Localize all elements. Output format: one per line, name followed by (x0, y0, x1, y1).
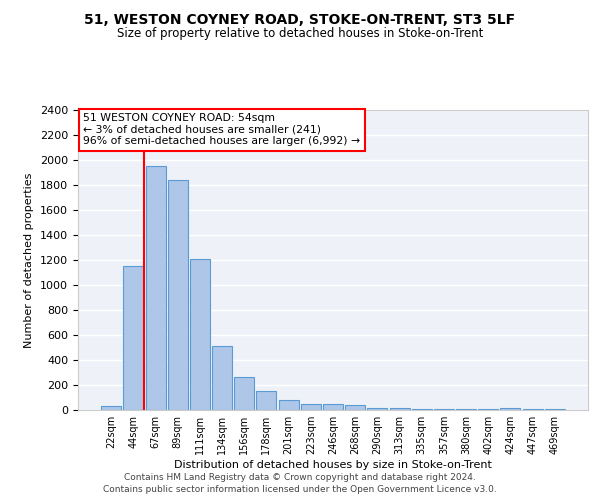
Text: 51, WESTON COYNEY ROAD, STOKE-ON-TRENT, ST3 5LF: 51, WESTON COYNEY ROAD, STOKE-ON-TRENT, … (85, 12, 515, 26)
Bar (389, 408, 410, 410)
Bar (124, 266, 143, 410)
Bar (301, 404, 321, 410)
Bar (101, 406, 121, 410)
Bar (278, 400, 299, 410)
Bar (323, 404, 343, 410)
Text: 51 WESTON COYNEY ROAD: 54sqm
← 3% of detached houses are smaller (241)
96% of se: 51 WESTON COYNEY ROAD: 54sqm ← 3% of det… (83, 113, 360, 146)
Bar (256, 390, 277, 410)
Bar (345, 405, 365, 410)
Text: Contains public sector information licensed under the Open Government Licence v3: Contains public sector information licen… (103, 485, 497, 494)
Text: Contains HM Land Registry data © Crown copyright and database right 2024.: Contains HM Land Registry data © Crown c… (124, 472, 476, 482)
Bar (212, 346, 232, 410)
Bar (234, 377, 254, 410)
Bar (190, 259, 210, 410)
Text: Size of property relative to detached houses in Stoke-on-Trent: Size of property relative to detached ho… (117, 28, 483, 40)
Bar (168, 180, 188, 410)
X-axis label: Distribution of detached houses by size in Stoke-on-Trent: Distribution of detached houses by size … (174, 460, 492, 470)
Y-axis label: Number of detached properties: Number of detached properties (25, 172, 34, 348)
Bar (367, 408, 388, 410)
Bar (146, 166, 166, 410)
Bar (500, 408, 520, 410)
